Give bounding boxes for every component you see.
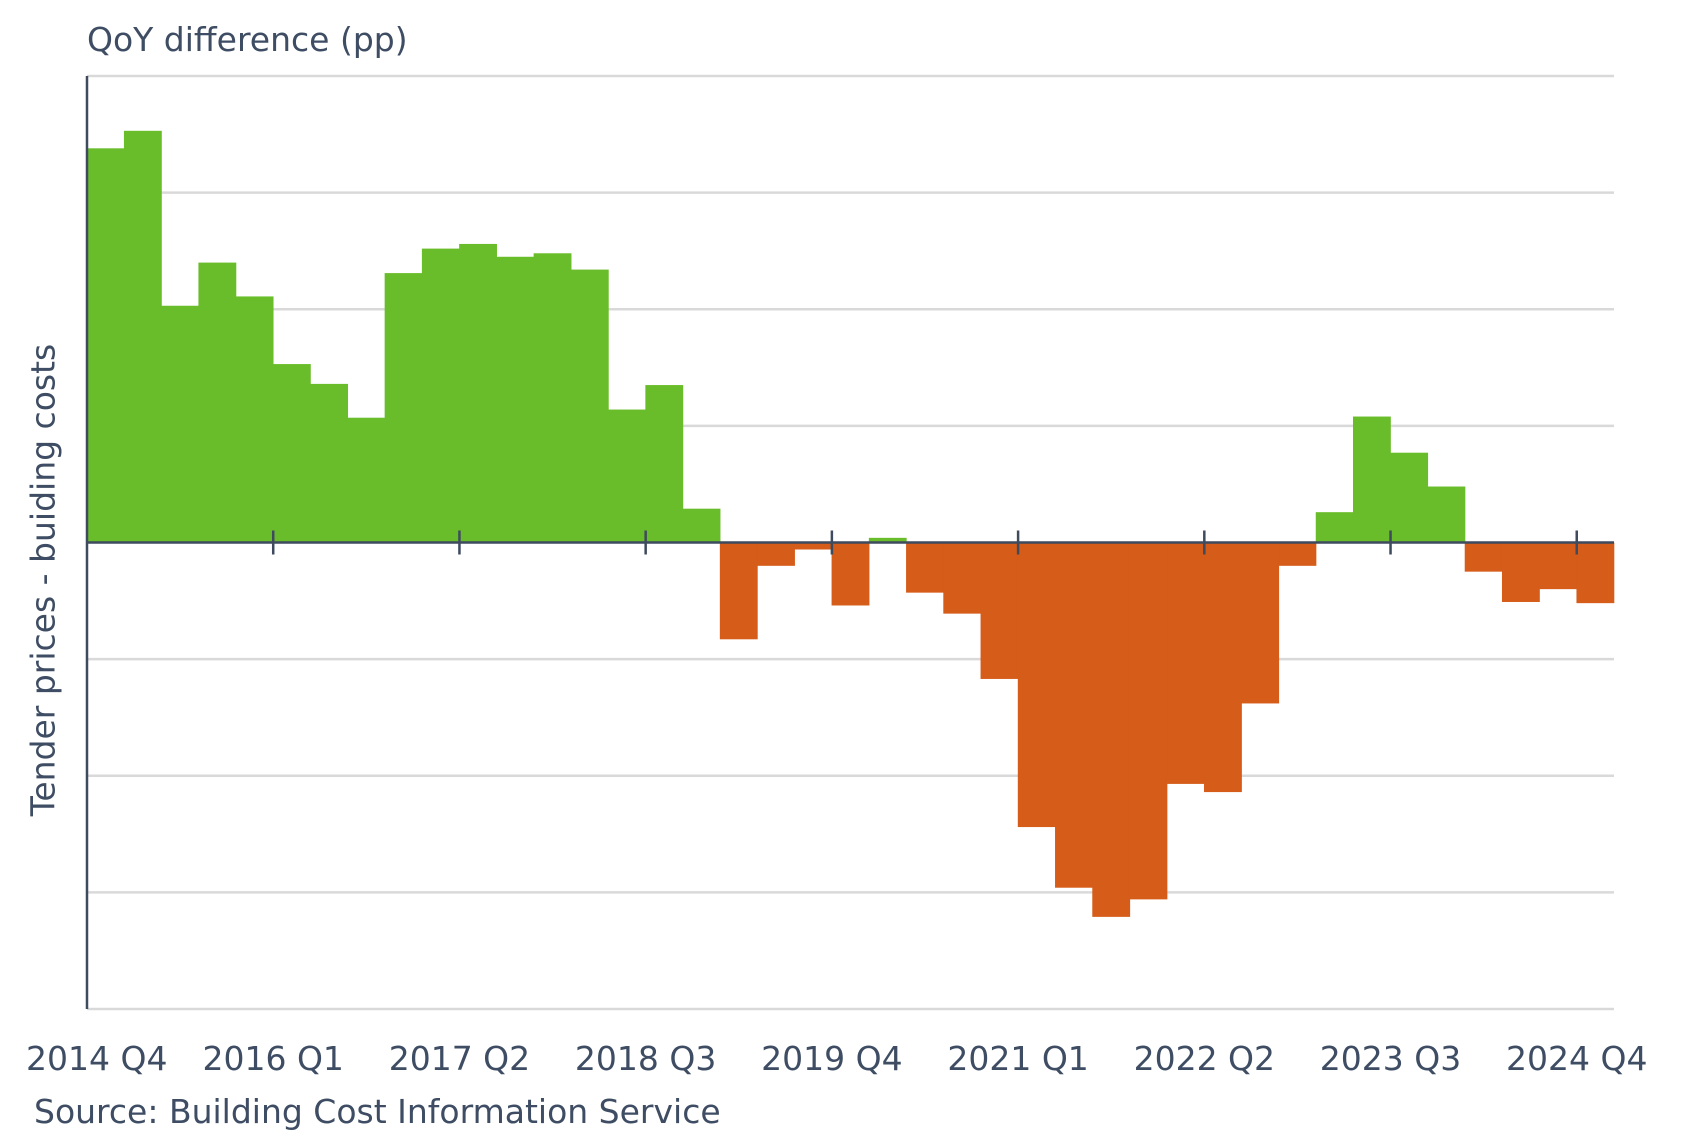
x-tick-label: 2022 Q2 bbox=[1134, 1039, 1275, 1078]
bar-2019-Q3 bbox=[794, 542, 833, 550]
bar-2016-Q4 bbox=[384, 273, 423, 543]
bar-2024-Q2 bbox=[1501, 542, 1540, 602]
bar-2018-Q1 bbox=[570, 269, 609, 543]
x-tick-label: 2019 Q4 bbox=[761, 1039, 902, 1078]
bar-2023-Q1 bbox=[1315, 512, 1354, 543]
bar-2015-Q1 bbox=[123, 130, 162, 543]
bar-2016-Q2 bbox=[310, 383, 349, 543]
x-tick-label: 2021 Q1 bbox=[947, 1039, 1088, 1078]
bar-2021-Q3 bbox=[1092, 542, 1131, 917]
bar-2021-Q4 bbox=[1129, 542, 1168, 900]
bar-2023-Q4 bbox=[1427, 486, 1466, 543]
bar-2017-Q2 bbox=[459, 243, 497, 543]
bar-2021-Q1 bbox=[1017, 542, 1056, 828]
x-tick-label: 2017 Q2 bbox=[389, 1039, 530, 1078]
bar-2018-Q3 bbox=[645, 385, 684, 543]
x-tick-label: 2023 Q3 bbox=[1320, 1039, 1461, 1078]
x-tick-label: 2024 Q4 bbox=[1506, 1039, 1647, 1078]
bar-2022-Q3 bbox=[1241, 542, 1280, 704]
x-tick-label: 2014 Q4 bbox=[26, 1039, 167, 1078]
bar-2024-Q1 bbox=[1464, 542, 1503, 572]
bar-2022-Q4 bbox=[1278, 542, 1317, 566]
bar-2023-Q3 bbox=[1390, 452, 1429, 543]
bar-2024-Q4 bbox=[1576, 542, 1615, 604]
bar-2017-Q4 bbox=[533, 253, 572, 543]
bar-2022-Q2 bbox=[1204, 542, 1242, 793]
bar-2015-Q4 bbox=[235, 296, 274, 543]
bar-2018-Q2 bbox=[608, 409, 646, 543]
bar-2018-Q4 bbox=[682, 508, 721, 543]
bar-2022-Q1 bbox=[1166, 542, 1205, 784]
bar-2015-Q3 bbox=[198, 262, 237, 543]
bar-2017-Q1 bbox=[421, 248, 460, 543]
bar-2015-Q2 bbox=[161, 305, 200, 543]
x-tick-label: 2016 Q1 bbox=[202, 1039, 343, 1078]
bar-2020-Q1 bbox=[868, 537, 907, 543]
x-tick-label: 2018 Q3 bbox=[575, 1039, 716, 1078]
bar-2016-Q1 bbox=[272, 364, 311, 543]
bar-2024-Q3 bbox=[1539, 542, 1578, 590]
bar-2020-Q3 bbox=[943, 542, 982, 614]
bar-2019-Q1 bbox=[719, 542, 758, 640]
chart-title: QoY difference (pp) bbox=[87, 20, 408, 59]
bar-2020-Q4 bbox=[980, 542, 1019, 679]
bar-2016-Q3 bbox=[347, 417, 386, 543]
bar-2019-Q2 bbox=[757, 542, 795, 566]
bar-2021-Q2 bbox=[1055, 542, 1093, 888]
source-note: Source: Building Cost Information Servic… bbox=[34, 1092, 721, 1131]
bar-2023-Q2 bbox=[1352, 416, 1391, 543]
bar-2020-Q2 bbox=[906, 542, 944, 593]
bar-2017-Q3 bbox=[496, 256, 535, 543]
bar-2014-Q4 bbox=[86, 148, 125, 543]
bar-2019-Q4 bbox=[831, 542, 870, 606]
